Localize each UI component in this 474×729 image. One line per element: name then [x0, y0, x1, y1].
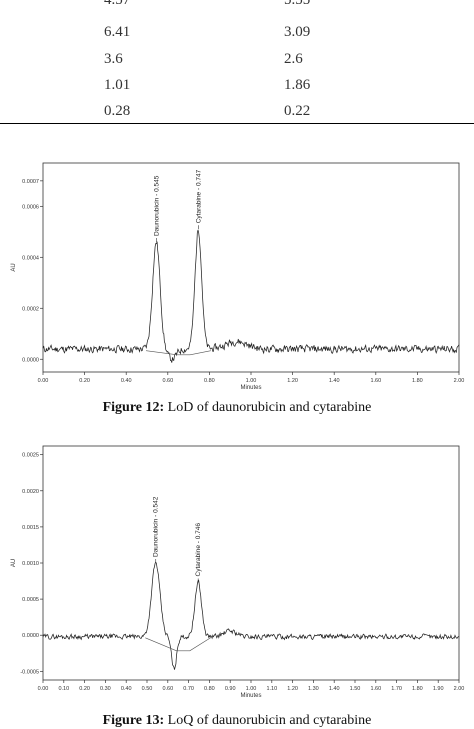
x-tick-label: 1.00: [246, 378, 257, 384]
chromatogram-loq: -0.0005 0.0000 0.0005 0.0010 0.0015 0.0020 0.0…: [11, 445, 465, 699]
chromatogram-trace: [42, 561, 460, 670]
x-tick-label: 1.70: [391, 686, 402, 692]
x-tick-label: 0.80: [204, 378, 215, 384]
table-cell: 3.09: [284, 24, 311, 40]
y-axis-label: AU: [11, 559, 17, 567]
y-tick-label: 0.0002: [22, 306, 39, 312]
x-tick-label: 0.40: [121, 378, 132, 384]
x-tick-label: 0.60: [162, 686, 173, 692]
y-tick-label: 0.0025: [22, 453, 39, 459]
plot-frame: [42, 445, 460, 681]
x-tick-label: 0.60: [162, 378, 173, 384]
x-tick-label: 1.20: [287, 686, 298, 692]
x-tick-label: 0.00: [38, 686, 49, 692]
figure-12-caption: Figure 12: LoD of daunorubicin and cytar…: [0, 400, 474, 416]
integration-baseline: [145, 637, 211, 652]
y-tick-label: 0.0004: [22, 255, 39, 261]
figure-13-caption: Figure 13: LoQ of daunorubicin and cytar…: [0, 713, 474, 729]
y-axis-label: AU: [11, 263, 17, 271]
table-cell: 1.01: [104, 77, 131, 93]
figure-label: Figure 13:: [102, 713, 165, 728]
peak-label: Cytarabine - 0.746: [195, 523, 202, 577]
integration-baseline: [145, 350, 211, 356]
figure-caption-text: LoD of daunorubicin and cytarabine: [164, 400, 372, 415]
x-tick-label: 1.80: [412, 686, 423, 692]
x-tick-label: 2.00: [454, 378, 465, 384]
x-tick-label: 0.20: [79, 686, 90, 692]
table-bottom-rule: [0, 123, 474, 124]
x-tick-label: 1.40: [329, 378, 340, 384]
y-tick-label: 0.0015: [22, 525, 39, 531]
x-tick-label: 0.70: [183, 686, 194, 692]
x-tick-label: 0.20: [79, 378, 90, 384]
x-tick-label: 1.60: [370, 378, 381, 384]
y-tick-label: 0.0020: [22, 489, 39, 495]
x-tick-label: 1.60: [370, 686, 381, 692]
x-tick-label: 1.30: [308, 686, 319, 692]
x-tick-label: 0.30: [100, 686, 111, 692]
x-tick-label: 0.10: [58, 686, 69, 692]
x-tick-label: 1.80: [412, 378, 423, 384]
x-tick-label: 2.00: [454, 686, 465, 692]
table-cell: 2.6: [284, 51, 303, 67]
x-tick-label: 0.40: [121, 686, 132, 692]
x-tick-label: 1.00: [246, 686, 257, 692]
table-cell: 6.41: [104, 24, 131, 40]
table-cell: 4.57: [104, 0, 131, 8]
peak-label: Daunorubicin - 0.545: [153, 175, 160, 236]
y-tick-label: 0.0010: [22, 561, 39, 567]
x-axis-label: Minutes: [240, 693, 261, 699]
x-tick-label: 0.90: [225, 686, 236, 692]
x-tick-label: 1.90: [433, 686, 444, 692]
x-tick-label: 1.50: [350, 686, 361, 692]
x-tick-label: 1.40: [329, 686, 340, 692]
plot-frame: [42, 162, 460, 373]
peak-label: Cytarabine - 0.747: [195, 169, 202, 223]
figure-caption-text: LoQ of daunorubicin and cytarabine: [164, 713, 372, 728]
y-tick-label: -0.0005: [20, 669, 39, 675]
chromatogram-trace: [42, 229, 460, 363]
x-tick-label: 1.20: [287, 378, 298, 384]
figure-label: Figure 12:: [102, 400, 165, 415]
table-cell: 5.55: [284, 0, 311, 8]
table-cell: 0.22: [284, 103, 311, 119]
table-cell: 0.28: [104, 103, 131, 119]
x-tick-label: 0.00: [38, 378, 49, 384]
x-axis-label: Minutes: [240, 385, 261, 390]
y-tick-label: 0.0007: [22, 179, 39, 185]
y-tick-label: 0.0006: [22, 204, 39, 210]
x-tick-label: 0.50: [142, 686, 153, 692]
y-tick-label: 0.0000: [22, 633, 39, 639]
x-tick-label: 1.10: [266, 686, 277, 692]
y-tick-label: 0.0005: [22, 597, 39, 603]
data-table-fragment: 4.57 5.55 6.41 3.09 3.6 2.6 1.01 1.86 0.…: [0, 0, 474, 124]
y-tick-label: 0.0000: [22, 357, 39, 363]
peak-label: Daunorubicin - 0.542: [153, 496, 160, 557]
x-tick-label: 0.80: [204, 686, 215, 692]
table-cell: 1.86: [284, 77, 311, 93]
table-cell: 3.6: [104, 51, 123, 67]
chromatogram-lod: 0.0000 0.0002 0.0004 0.0006 0.0007 0.00 0.20 0.…: [11, 162, 465, 390]
